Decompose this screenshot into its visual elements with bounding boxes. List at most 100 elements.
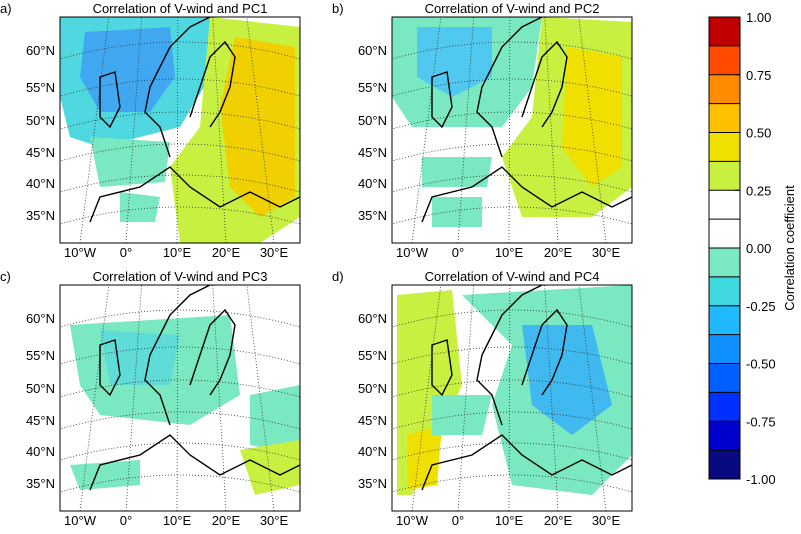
correlation-field bbox=[407, 425, 442, 490]
lon-label: 20°E bbox=[212, 245, 241, 260]
lat-label: 60°N bbox=[358, 43, 387, 58]
lon-label: 10°E bbox=[495, 513, 524, 528]
coastline bbox=[431, 71, 453, 129]
coastline bbox=[189, 308, 236, 396]
correlation-field bbox=[432, 197, 482, 227]
graticule-lat bbox=[392, 206, 632, 225]
colorbar-tick-label: -0.50 bbox=[746, 357, 776, 372]
map: 60°N 55°N 50°N 45°N 40°N 35°N 10°W 0° 10°E 20°E 30… bbox=[358, 284, 633, 528]
coastline bbox=[89, 166, 300, 223]
correlation-field bbox=[70, 460, 140, 490]
panel-title: Correlation of V-wind and PC1 bbox=[93, 1, 268, 16]
map: 60°N 55°N 50°N 45°N 40°N 35°N 10°W 0° 10°E 20°E 30… bbox=[26, 16, 301, 260]
coastline bbox=[89, 434, 300, 491]
graticule-lon bbox=[578, 17, 607, 243]
correlation-field bbox=[562, 47, 622, 187]
colorbar-tick-label: 0.25 bbox=[746, 183, 771, 198]
colorbar-tick-label: -0.75 bbox=[746, 414, 776, 429]
colorbar-segment bbox=[709, 190, 740, 220]
correlation-field bbox=[522, 325, 612, 435]
coastline bbox=[521, 308, 568, 396]
lat-label: 35°N bbox=[26, 208, 55, 223]
lon-label: 20°E bbox=[544, 245, 573, 260]
colorbar-segment bbox=[709, 305, 740, 335]
correlation-field bbox=[90, 137, 170, 187]
map-content bbox=[392, 285, 632, 511]
graticule-lon bbox=[411, 17, 442, 243]
correlation-field bbox=[120, 192, 160, 222]
map-content bbox=[392, 17, 632, 243]
map: 60°N 55°N 50°N 45°N 40°N 35°N 10°W 0° 10°E 20°E 30… bbox=[358, 16, 633, 260]
lon-label: 30°E bbox=[592, 245, 621, 260]
panel-label: a) bbox=[0, 1, 12, 16]
lat-label: 55°N bbox=[358, 80, 387, 95]
lon-label: 10°W bbox=[64, 245, 97, 260]
colorbar-segment bbox=[709, 276, 740, 306]
colorbar-tick-label: 0.00 bbox=[746, 241, 771, 256]
map-frame bbox=[391, 284, 633, 512]
colorbar-segment bbox=[709, 392, 740, 422]
panel-title: Correlation of V-wind and PC3 bbox=[93, 269, 268, 284]
colorbar-tick-label: 0.50 bbox=[746, 126, 771, 141]
map-content bbox=[60, 285, 300, 511]
colorbar-segment bbox=[709, 219, 740, 248]
colorbar-segment bbox=[709, 74, 740, 104]
colorbar-label: Correlation coefficient bbox=[782, 185, 797, 311]
map-content bbox=[60, 17, 300, 243]
lat-label: 50°N bbox=[26, 113, 55, 128]
lon-label: 30°E bbox=[592, 513, 621, 528]
lat-label: 45°N bbox=[26, 145, 55, 160]
colorbar-tick-label: -0.25 bbox=[746, 299, 776, 314]
lon-label: 20°E bbox=[544, 513, 573, 528]
lon-label: 10°W bbox=[64, 513, 97, 528]
correlation-field bbox=[417, 27, 492, 97]
coastline bbox=[476, 17, 543, 158]
lat-label: 50°N bbox=[26, 381, 55, 396]
coastline bbox=[431, 339, 453, 397]
map-frame bbox=[391, 16, 633, 244]
lat-label: 55°N bbox=[26, 348, 55, 363]
correlation-field bbox=[250, 385, 300, 455]
colorbar-tick-label: -1.00 bbox=[746, 472, 776, 487]
panels: a) Correlation of V-wind and PC1 60°N 55°N 5… bbox=[0, 1, 633, 528]
panel-label: b) bbox=[332, 1, 344, 16]
lat-label: 60°N bbox=[26, 311, 55, 326]
coastline bbox=[99, 339, 121, 397]
correlation-field bbox=[240, 440, 300, 495]
map: 60°N 55°N 50°N 45°N 40°N 35°N 10°W 0° 10°E 20°E 30… bbox=[26, 284, 301, 528]
lat-label: 40°N bbox=[26, 444, 55, 459]
lat-label: 45°N bbox=[26, 413, 55, 428]
lat-label: 55°N bbox=[26, 80, 55, 95]
lat-label: 40°N bbox=[26, 176, 55, 191]
lat-label: 45°N bbox=[358, 413, 387, 428]
panel-title: Correlation of V-wind and PC2 bbox=[425, 1, 600, 16]
colorbar-tick-label: 0.75 bbox=[746, 68, 771, 83]
graticule-lon bbox=[79, 17, 110, 243]
colorbar-segment bbox=[709, 161, 740, 191]
correlation-field bbox=[100, 330, 180, 385]
coastline bbox=[421, 166, 632, 223]
graticule-lon bbox=[411, 285, 442, 511]
lat-label: 40°N bbox=[358, 444, 387, 459]
panel-label: c) bbox=[0, 269, 11, 284]
graticule-lon bbox=[578, 285, 607, 511]
lon-label: 30°E bbox=[260, 513, 289, 528]
colorbar-segment bbox=[709, 363, 740, 393]
colorbar-segment bbox=[709, 103, 740, 133]
map-frame bbox=[59, 284, 301, 512]
lat-label: 50°N bbox=[358, 113, 387, 128]
correlation-field bbox=[220, 37, 295, 217]
lat-label: 45°N bbox=[358, 145, 387, 160]
graticule-lon bbox=[246, 17, 275, 243]
lon-label: 10°E bbox=[163, 245, 192, 260]
lon-label: 0° bbox=[120, 513, 132, 528]
lat-label: 40°N bbox=[358, 176, 387, 191]
panel-label: d) bbox=[332, 269, 344, 284]
lat-label: 35°N bbox=[358, 476, 387, 491]
lon-label: 30°E bbox=[260, 245, 289, 260]
coastline bbox=[189, 40, 236, 128]
lon-label: 10°W bbox=[396, 513, 429, 528]
lon-label: 0° bbox=[452, 245, 464, 260]
lat-label: 60°N bbox=[358, 311, 387, 326]
